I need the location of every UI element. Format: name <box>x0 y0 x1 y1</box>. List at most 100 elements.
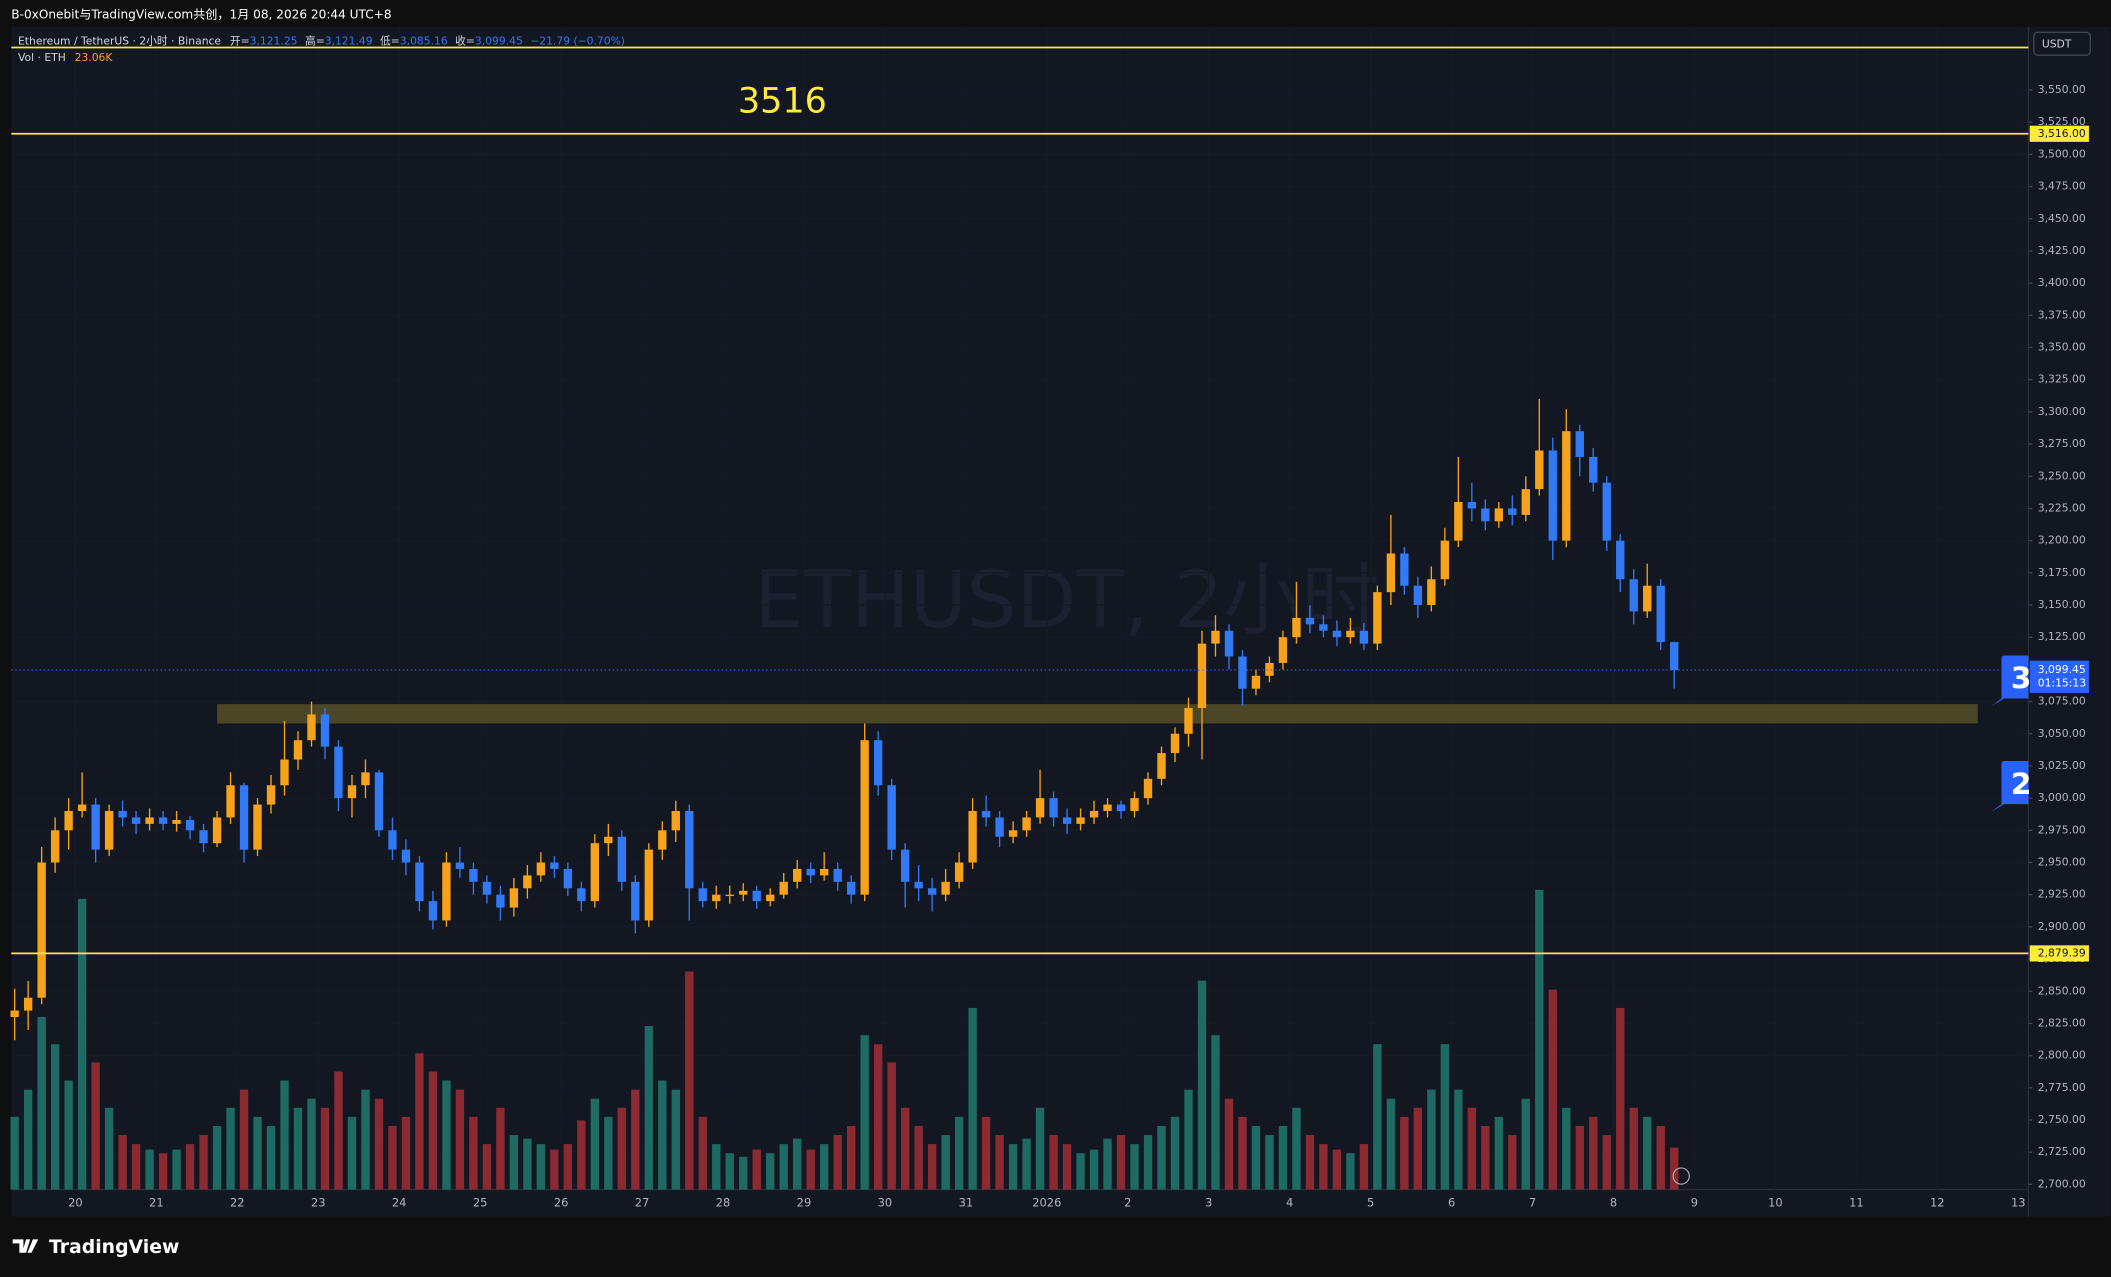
y-tick-label: 3,075.00 <box>2038 695 2086 708</box>
x-tick-label: 30 <box>878 1195 893 1209</box>
time-axis <box>11 1189 2029 1217</box>
x-tick-label: 23 <box>311 1195 326 1209</box>
x-tick-label: 28 <box>716 1195 731 1209</box>
alert-flag <box>1990 655 2029 707</box>
volume-bar <box>1346 1153 1355 1190</box>
x-tick-label: 13 <box>2011 1195 2026 1209</box>
volume-bar <box>981 1116 991 1190</box>
candle-body <box>1197 643 1207 709</box>
candle-body <box>388 830 397 850</box>
volume-bar <box>712 1144 721 1190</box>
candle-body <box>280 759 289 786</box>
chart-title: B-0xOnebit与TradingView.com共创，1月 08, 2026… <box>11 7 391 21</box>
candle-body <box>199 830 208 844</box>
volume-bar <box>226 1107 235 1190</box>
price-countdown: 01:15:13 <box>2038 677 2086 690</box>
candle-body <box>766 894 775 902</box>
x-tick-label: 8 <box>1610 1195 1617 1209</box>
candle-body <box>1346 630 1355 638</box>
volume-bar <box>374 1098 384 1190</box>
x-tick-label: 6 <box>1448 1195 1455 1209</box>
candle-body <box>1157 753 1166 779</box>
candle-body <box>64 811 73 831</box>
volume-bar <box>577 1120 586 1190</box>
y-tick-label: 3,000.00 <box>2038 791 2086 804</box>
candle-body <box>914 881 923 889</box>
y-tick-label: 3,550.00 <box>2038 83 2086 96</box>
candle-body <box>1278 637 1288 663</box>
candle-body <box>698 888 707 902</box>
volume-bar <box>752 1149 761 1190</box>
candle-body <box>1400 553 1409 586</box>
candle-body <box>185 820 195 831</box>
candle-body <box>1629 579 1638 612</box>
volume-bar <box>1292 1107 1301 1190</box>
volume-bar <box>1386 1098 1396 1190</box>
candle-body <box>455 862 465 869</box>
volume-bar <box>239 1089 249 1190</box>
y-tick-label: 2,775.00 <box>2038 1081 2086 1094</box>
x-tick-label: 5 <box>1367 1195 1374 1209</box>
y-tick-label: 3,150.00 <box>2038 598 2086 611</box>
volume-bar <box>1454 1089 1463 1190</box>
candle-body <box>37 862 46 998</box>
volume-bar <box>1521 1098 1530 1190</box>
volume-bar <box>455 1089 465 1190</box>
candle-body <box>442 862 451 921</box>
candle-body <box>1184 708 1193 734</box>
volume-bar <box>1049 1135 1058 1190</box>
volume-bar <box>590 1098 600 1190</box>
candle-body <box>1305 617 1315 625</box>
volume-bar <box>887 1062 896 1190</box>
volume-bar <box>766 1153 775 1190</box>
candle-body <box>415 862 424 902</box>
volume-bar <box>1616 1007 1625 1190</box>
candle-body <box>1089 811 1099 818</box>
candle-body <box>671 811 680 831</box>
volume-bar <box>145 1149 154 1190</box>
candle-body <box>806 868 815 876</box>
volume-bar <box>1278 1125 1288 1190</box>
annotation: 3516 <box>738 81 827 121</box>
x-tick-label: 7 <box>1529 1195 1536 1209</box>
volume-bar <box>347 1116 357 1190</box>
legend-key: 高= <box>305 35 325 48</box>
volume-bar <box>1319 1144 1328 1190</box>
x-tick-label: 25 <box>473 1195 488 1209</box>
volume-bar <box>900 1107 910 1190</box>
volume-bar <box>847 1125 856 1190</box>
candle-body <box>1170 733 1180 754</box>
replay-icon <box>1672 1167 1690 1185</box>
volume-bar <box>1130 1144 1139 1190</box>
level-label: 2,879.39 <box>2038 946 2086 959</box>
candle-body <box>1238 656 1247 689</box>
volume-bar <box>320 1107 330 1190</box>
candle-body <box>968 811 977 863</box>
brand: TradingView <box>12 1237 179 1258</box>
y-tick-label: 3,200.00 <box>2038 534 2086 547</box>
volume-bar <box>954 1116 964 1190</box>
volume-bar <box>1224 1098 1234 1190</box>
candle-body <box>617 836 627 882</box>
y-tick-label: 3,300.00 <box>2038 405 2086 418</box>
volume-bar <box>1305 1135 1315 1190</box>
x-tick-label: 29 <box>797 1195 812 1209</box>
volume-bar <box>1494 1116 1503 1190</box>
candle-body <box>91 804 100 850</box>
candle-body <box>212 817 222 844</box>
x-tick-label: 9 <box>1691 1195 1698 1209</box>
candle-body <box>1103 804 1112 812</box>
candle-body <box>334 746 343 799</box>
y-tick-label: 3,525.00 <box>2038 115 2086 128</box>
volume-value: 23.06K <box>75 51 114 64</box>
volume-bar <box>212 1125 222 1190</box>
candle-body <box>1022 817 1031 831</box>
candle-body <box>873 740 883 786</box>
volume-bar <box>779 1144 788 1190</box>
y-tick-label: 3,275.00 <box>2038 437 2086 450</box>
price-label-box <box>2029 660 2089 693</box>
volume-bar <box>469 1116 478 1190</box>
candle-body <box>1008 830 1018 837</box>
x-tick-label: 4 <box>1286 1195 1293 1209</box>
